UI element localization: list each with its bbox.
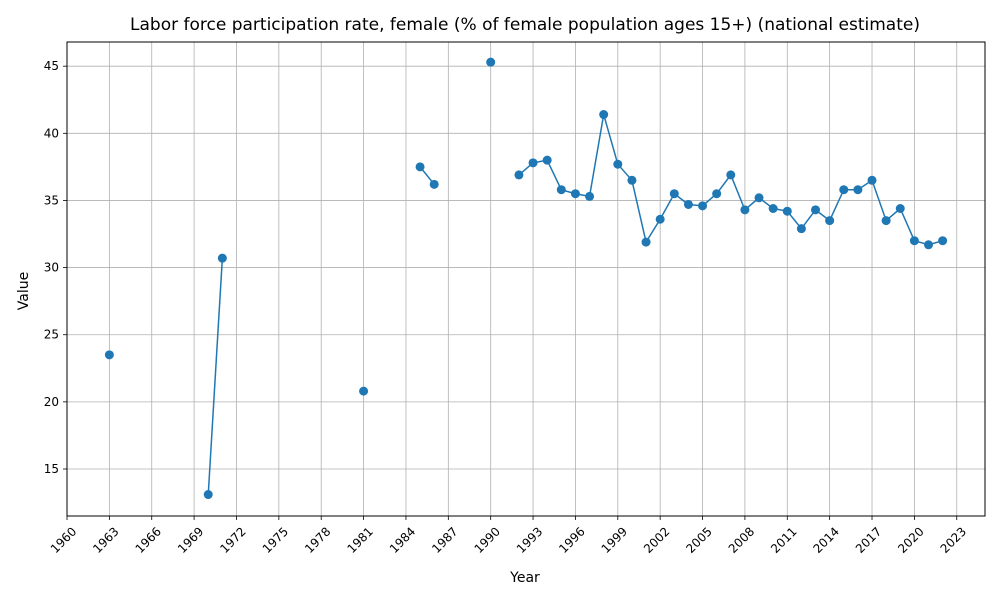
data-point (796, 224, 806, 234)
data-point (528, 158, 538, 168)
y-tick-label: 25 (44, 328, 59, 342)
data-point (486, 57, 496, 67)
data-point (203, 490, 213, 500)
y-tick-label: 30 (44, 261, 59, 275)
data-point (359, 386, 369, 396)
data-point (754, 193, 764, 203)
y-tick-label: 15 (44, 462, 59, 476)
data-point (867, 175, 877, 185)
data-point (570, 189, 580, 199)
data-point (811, 205, 821, 215)
data-point (542, 155, 552, 165)
data-point (585, 191, 595, 201)
x-tick-label: 1990 (472, 524, 503, 555)
data-point (415, 162, 425, 172)
data-point (839, 185, 849, 195)
x-tick-label: 1981 (344, 524, 375, 555)
data-point (599, 110, 609, 120)
x-tick-label: 2014 (810, 524, 841, 555)
data-point (683, 199, 693, 209)
y-axis-title: Value (16, 272, 32, 310)
x-tick-label: 1993 (514, 524, 545, 555)
x-tick-label: 1966 (133, 524, 164, 555)
data-point (556, 185, 566, 195)
x-axis-ticks: 1960 1963 1966 1969 1972 1975 1978 1981 1984 1987… (48, 516, 969, 556)
x-tick-label: 2011 (768, 524, 799, 555)
data-point (655, 214, 665, 224)
x-tick-label: 2008 (726, 524, 757, 555)
grid (66, 42, 985, 516)
data-point (924, 240, 934, 250)
x-tick-label: 1978 (302, 524, 333, 555)
data-point (853, 185, 863, 195)
x-tick-label: 2017 (853, 524, 884, 555)
data-point (768, 204, 778, 214)
y-tick-label: 20 (44, 395, 59, 409)
x-tick-label: 1975 (260, 524, 291, 555)
data-point (825, 216, 835, 226)
data-point (627, 175, 637, 185)
data-point (613, 159, 623, 169)
x-tick-label: 1969 (175, 524, 206, 555)
data-point (104, 350, 114, 360)
data-point (782, 206, 792, 216)
y-axis-ticks: 15 20 25 30 35 40 45 (44, 59, 67, 476)
y-tick-label: 45 (44, 59, 59, 73)
x-tick-label: 2023 (938, 524, 969, 555)
x-tick-label: 2005 (683, 524, 714, 555)
series-line-segment (518, 114, 943, 246)
data-point (895, 204, 905, 214)
x-tick-label: 1972 (217, 524, 248, 555)
data-point (429, 179, 439, 189)
data-point (669, 189, 679, 199)
x-tick-label: 2002 (641, 524, 672, 555)
x-tick-label: 1987 (429, 524, 460, 555)
plot-area-frame (66, 41, 986, 517)
series-line-segment (207, 258, 224, 495)
y-tick-label: 40 (44, 126, 59, 140)
data-point (641, 237, 651, 247)
data-point (698, 201, 708, 211)
data-points (104, 57, 948, 500)
x-tick-label: 1996 (556, 524, 587, 555)
y-tick-label: 35 (44, 193, 59, 207)
chart-title: Labor force participation rate, female (… (130, 15, 920, 35)
x-tick-label: 1960 (48, 524, 79, 555)
x-tick-label: 1999 (599, 524, 630, 555)
data-point (909, 236, 919, 246)
x-tick-label: 1963 (90, 524, 121, 555)
x-axis-title: Year (509, 570, 540, 586)
data-point (881, 216, 891, 226)
data-point (217, 253, 227, 263)
data-point (726, 170, 736, 180)
data-point (712, 189, 722, 199)
data-point (514, 170, 524, 180)
data-point (740, 205, 750, 215)
x-tick-label: 2020 (895, 524, 926, 555)
data-point (938, 236, 948, 246)
x-tick-label: 1984 (387, 524, 418, 555)
